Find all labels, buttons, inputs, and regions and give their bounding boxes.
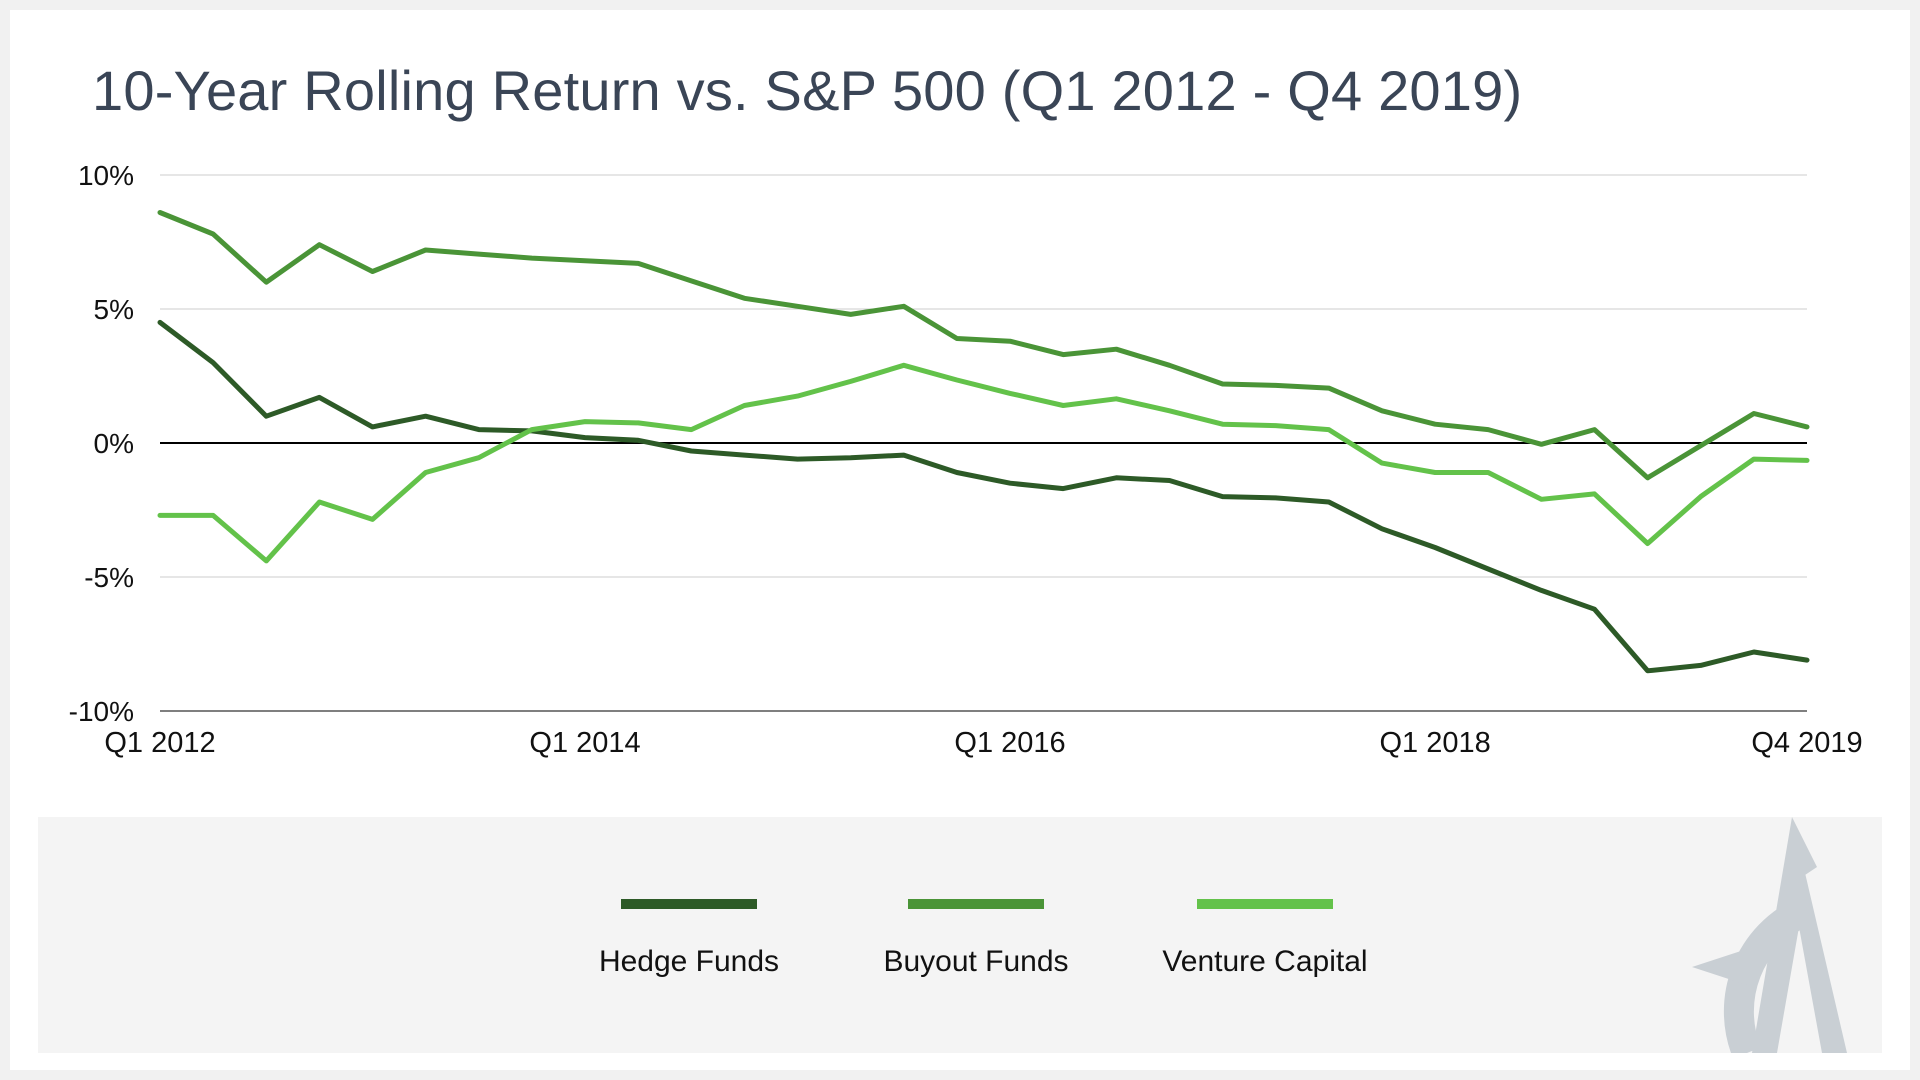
chart-card: 10-Year Rolling Return vs. S&P 500 (Q1 2… (10, 10, 1910, 1070)
line-chart: 10%5%0%-5%-10% Q1 2012 Q1 2014 Q1 2016 Q1 2… (69, 160, 1863, 759)
series-line-venture-capital (157, 362, 1810, 564)
y-tick-label: 5% (94, 294, 134, 325)
x-tick-label: Q4 2019 (1751, 727, 1862, 759)
series-line-hedge-funds (157, 319, 1810, 674)
chart-title: 10-Year Rolling Return vs. S&P 500 (Q1 2… (92, 59, 1523, 122)
y-axis-ticks: 10% 5% 0% -5% -10% (69, 160, 134, 727)
y-tick-label: -5% (84, 562, 134, 593)
legend-item-buyout-funds[interactable]: Buyout Funds (846, 899, 1106, 979)
compass-a-logo-icon (1692, 817, 1847, 1053)
x-tick-label: Q1 2018 (1379, 727, 1490, 759)
legend-label-venture-capital: Venture Capital (1162, 945, 1368, 978)
legend-item-venture-capital[interactable]: Venture Capital (1135, 899, 1395, 979)
x-axis-ticks: Q1 2012 Q1 2014 Q1 2016 Q1 2018 Q4 2019 (104, 727, 1862, 759)
x-tick-label: Q1 2016 (954, 727, 1065, 759)
series-line-buyout-funds (157, 210, 1810, 481)
legend: Hedge Funds Buyout Funds Venture Capital (38, 817, 1882, 1053)
legend-swatch-hedge-funds (621, 899, 757, 909)
legend-item-hedge-funds[interactable]: Hedge Funds (559, 899, 819, 979)
legend-label-hedge-funds: Hedge Funds (598, 945, 780, 978)
legend-swatch-buyout-funds (908, 899, 1044, 909)
x-tick-label: Q1 2014 (529, 727, 640, 759)
x-tick-label: Q1 2012 (104, 727, 215, 759)
series-lines (157, 210, 1810, 674)
legend-label-buyout-funds: Buyout Funds (883, 945, 1069, 978)
y-tick-label: 0% (94, 428, 134, 459)
y-tick-label: 10% (78, 160, 134, 191)
legend-swatch-venture-capital (1197, 899, 1333, 909)
y-tick-label: -10% (69, 696, 134, 727)
